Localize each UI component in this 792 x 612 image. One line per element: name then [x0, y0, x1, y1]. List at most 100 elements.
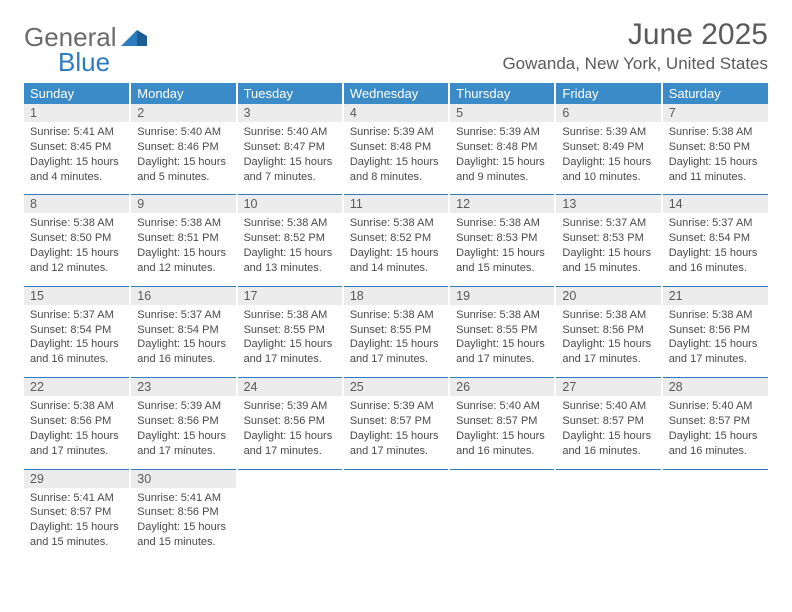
day-cell: Sunrise: 5:40 AMSunset: 8:57 PMDaylight:… [449, 396, 555, 469]
day-cell: Sunrise: 5:38 AMSunset: 8:56 PMDaylight:… [24, 396, 130, 469]
daylight-line: Daylight: 15 hours and 15 minutes. [562, 246, 654, 276]
sunrise-line: Sunrise: 5:38 AM [350, 308, 442, 323]
day-cell: Sunrise: 5:41 AMSunset: 8:56 PMDaylight:… [130, 488, 236, 560]
sunset-line: Sunset: 8:55 PM [244, 323, 336, 338]
sunset-line: Sunset: 8:55 PM [350, 323, 442, 338]
day-number: 6 [555, 104, 661, 122]
day-cell: Sunrise: 5:38 AMSunset: 8:52 PMDaylight:… [237, 213, 343, 286]
day-header: Thursday [449, 83, 555, 104]
day-number [237, 470, 343, 488]
daylight-line: Daylight: 15 hours and 15 minutes. [30, 520, 123, 550]
day-content-row: Sunrise: 5:37 AMSunset: 8:54 PMDaylight:… [24, 305, 768, 378]
daylight-line: Daylight: 15 hours and 16 minutes. [137, 337, 229, 367]
sunrise-line: Sunrise: 5:38 AM [456, 308, 548, 323]
sunrise-line: Sunrise: 5:37 AM [30, 308, 123, 323]
day-number: 29 [24, 470, 130, 488]
sunrise-line: Sunrise: 5:39 AM [350, 125, 442, 140]
logo-text-blue: Blue [58, 49, 117, 75]
day-cell: Sunrise: 5:38 AMSunset: 8:51 PMDaylight:… [130, 213, 236, 286]
day-content-row: Sunrise: 5:38 AMSunset: 8:56 PM Daylight:… [24, 396, 768, 469]
daylight-line: Daylight: 15 hours and 8 minutes. [350, 155, 442, 185]
sunrise-line: Sunrise: 5:37 AM [562, 216, 654, 231]
day-cell [343, 488, 449, 560]
daylight-line: Daylight: 15 hours and 15 minutes. [456, 246, 548, 276]
day-cell: Sunrise: 5:38 AMSunset: 8:52 PMDaylight:… [343, 213, 449, 286]
sunrise-line: Sunrise: 5:39 AM [244, 399, 336, 414]
day-cell: Sunrise: 5:37 AMSunset: 8:54 PMDaylight:… [662, 213, 768, 286]
day-cell: Sunrise: 5:39 AMSunset: 8:48 PMDaylight:… [343, 122, 449, 195]
sunrise-line: Sunrise: 5:39 AM [137, 399, 229, 414]
daylight-line: Daylight: 15 hours and 16 minutes. [30, 337, 123, 367]
sunset-line: Sunset: 8:56 PM [30, 414, 123, 429]
day-cell: Sunrise: 5:40 AMSunset: 8:47 PMDaylight:… [237, 122, 343, 195]
day-cell: Sunrise: 5:38 AMSunset: 8:50 PMDaylight:… [24, 213, 130, 286]
sunrise-line: Sunrise: 5:38 AM [456, 216, 548, 231]
day-number: 14 [662, 195, 768, 213]
day-number: 11 [343, 195, 449, 213]
sunset-line: Sunset: 8:48 PM [456, 140, 548, 155]
daylight-line: Daylight: 15 hours and 5 minutes. [137, 155, 229, 185]
day-number: 27 [555, 378, 661, 396]
sunrise-line: Sunrise: 5:40 AM [669, 399, 762, 414]
sunset-line: Sunset: 8:52 PM [350, 231, 442, 246]
daylight-line: Daylight: 15 hours and 14 minutes. [350, 246, 442, 276]
sunrise-line: Sunrise: 5:38 AM [244, 216, 336, 231]
logo: General Blue [24, 24, 147, 75]
sunrise-line: Sunrise: 5:39 AM [456, 125, 548, 140]
day-cell: Sunrise: 5:37 AMSunset: 8:54 PMDaylight:… [24, 305, 130, 378]
sunrise-line: Sunrise: 5:41 AM [30, 125, 123, 140]
daylight-line: Daylight: 15 hours and 11 minutes. [669, 155, 762, 185]
day-cell: Sunrise: 5:39 AMSunset: 8:57 PMDaylight:… [343, 396, 449, 469]
day-header: Sunday [24, 83, 130, 104]
daylight-line: Daylight: 15 hours and 17 minutes. [669, 337, 762, 367]
day-content-row: Sunrise: 5:41 AMSunset: 8:45 PM Daylight:… [24, 122, 768, 195]
day-number: 15 [24, 287, 130, 305]
day-cell [237, 488, 343, 560]
day-cell [662, 488, 768, 560]
day-cell: Sunrise: 5:40 AMSunset: 8:57 PMDaylight:… [662, 396, 768, 469]
day-number: 2 [130, 104, 236, 122]
day-number: 4 [343, 104, 449, 122]
sunset-line: Sunset: 8:57 PM [669, 414, 762, 429]
day-cell: Sunrise: 5:40 AMSunset: 8:57 PMDaylight:… [555, 396, 661, 469]
sunset-line: Sunset: 8:51 PM [137, 231, 229, 246]
day-cell: Sunrise: 5:38 AMSunset: 8:56 PMDaylight:… [555, 305, 661, 378]
day-number: 16 [130, 287, 236, 305]
day-cell: Sunrise: 5:38 AMSunset: 8:55 PMDaylight:… [237, 305, 343, 378]
sunset-line: Sunset: 8:45 PM [30, 140, 123, 155]
sunrise-line: Sunrise: 5:38 AM [562, 308, 654, 323]
sunset-line: Sunset: 8:54 PM [669, 231, 762, 246]
sunset-line: Sunset: 8:53 PM [456, 231, 548, 246]
daylight-line: Daylight: 15 hours and 17 minutes. [350, 337, 442, 367]
daylight-line: Daylight: 15 hours and 16 minutes. [562, 429, 654, 459]
sunrise-line: Sunrise: 5:38 AM [669, 125, 762, 140]
day-number: 20 [555, 287, 661, 305]
daylight-line: Daylight: 15 hours and 16 minutes. [669, 246, 762, 276]
sunrise-line: Sunrise: 5:38 AM [244, 308, 336, 323]
sunset-line: Sunset: 8:55 PM [456, 323, 548, 338]
sunrise-line: Sunrise: 5:40 AM [244, 125, 336, 140]
daylight-line: Daylight: 15 hours and 12 minutes. [137, 246, 229, 276]
sunset-line: Sunset: 8:56 PM [137, 505, 229, 520]
day-cell: Sunrise: 5:38 AMSunset: 8:56 PMDaylight:… [662, 305, 768, 378]
sunrise-line: Sunrise: 5:38 AM [30, 399, 123, 414]
sunrise-line: Sunrise: 5:38 AM [669, 308, 762, 323]
sunset-line: Sunset: 8:47 PM [244, 140, 336, 155]
day-cell [449, 488, 555, 560]
daynum-row: 22232425262728 [24, 378, 768, 396]
sunset-line: Sunset: 8:56 PM [562, 323, 654, 338]
daylight-line: Daylight: 15 hours and 17 minutes. [562, 337, 654, 367]
day-number [449, 470, 555, 488]
day-cell: Sunrise: 5:41 AMSunset: 8:45 PMDaylight:… [24, 122, 130, 195]
sunset-line: Sunset: 8:50 PM [30, 231, 123, 246]
sunrise-line: Sunrise: 5:39 AM [562, 125, 654, 140]
day-header: Tuesday [237, 83, 343, 104]
sunset-line: Sunset: 8:57 PM [562, 414, 654, 429]
day-number: 28 [662, 378, 768, 396]
calendar-table: SundayMondayTuesdayWednesdayThursdayFrid… [24, 83, 768, 560]
sunset-line: Sunset: 8:50 PM [669, 140, 762, 155]
title-block: June 2025 Gowanda, New York, United Stat… [502, 18, 768, 74]
day-cell: Sunrise: 5:39 AMSunset: 8:48 PMDaylight:… [449, 122, 555, 195]
daylight-line: Daylight: 15 hours and 17 minutes. [137, 429, 229, 459]
sunrise-line: Sunrise: 5:38 AM [137, 216, 229, 231]
